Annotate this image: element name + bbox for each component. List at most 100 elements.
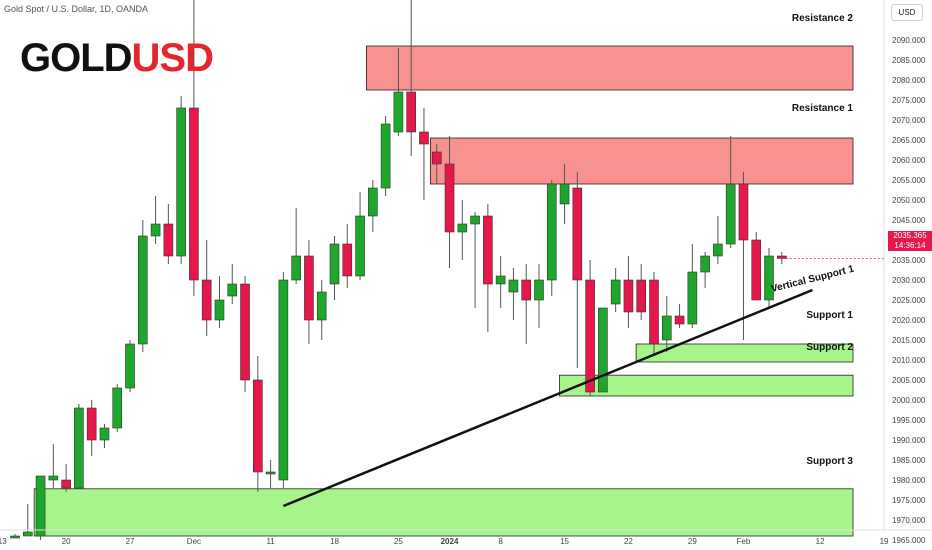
trendline	[282, 288, 813, 508]
symbol-header: Gold Spot / U.S. Dollar, 1D, OANDA	[4, 4, 149, 14]
candle-body	[700, 255, 710, 273]
y-tick-label: 1970.000	[892, 516, 926, 525]
x-tick-label: 13	[0, 537, 7, 546]
candle-body	[610, 279, 621, 305]
x-tick-label: 22	[624, 537, 633, 546]
currency-label[interactable]: USD	[891, 4, 923, 21]
candle-body	[112, 387, 123, 429]
trendline-label: Vertical Support 1	[770, 264, 856, 295]
y-tick-label: 2060.000	[892, 156, 926, 165]
candle-body	[265, 471, 276, 475]
candle-body	[316, 291, 327, 321]
candle-body	[35, 475, 46, 537]
y-tick-label: 2025.000	[892, 296, 926, 305]
y-tick-label: 2015.000	[892, 336, 926, 345]
zone-label: Resistance 1	[792, 103, 854, 114]
candle-body	[687, 271, 698, 325]
candle-body	[163, 223, 174, 257]
x-tick-label: 20	[62, 537, 71, 546]
candle-body	[355, 215, 365, 277]
y-tick-label: 2090.000	[892, 36, 926, 45]
candle-body	[559, 183, 570, 205]
candle-body	[278, 279, 289, 481]
candle-body	[546, 183, 557, 281]
candle-body	[10, 535, 20, 539]
x-tick-label: 2024	[441, 537, 459, 546]
y-tick-label: 1980.000	[892, 476, 926, 485]
candle-body	[99, 427, 110, 441]
candle-body	[764, 255, 774, 301]
y-tick-label: 1985.000	[892, 456, 926, 465]
x-tick-label: 19	[880, 537, 889, 546]
zone-0	[366, 45, 854, 91]
candle-body	[713, 243, 723, 257]
zone-4	[33, 488, 854, 537]
candle-body	[304, 255, 314, 321]
zone-label: Support 1	[806, 310, 853, 321]
y-tick-label: 1975.000	[892, 496, 926, 505]
logo-part-usd: USD	[131, 36, 214, 80]
candle-body	[48, 475, 59, 481]
candle-body	[636, 279, 647, 313]
x-tick-label: 27	[126, 537, 135, 546]
candle-body	[138, 235, 148, 345]
candle-body	[725, 183, 736, 245]
candle-body	[125, 343, 135, 389]
candle-body	[380, 123, 391, 189]
candle-body	[368, 187, 378, 217]
candle-body	[483, 215, 493, 285]
candle-body	[291, 255, 301, 281]
y-tick-label: 1965.000	[892, 536, 926, 545]
candle-body	[623, 279, 634, 313]
x-tick-label: 12	[816, 537, 825, 546]
candle-body	[393, 91, 404, 133]
x-tick-label: 15	[560, 537, 569, 546]
y-tick-label: 2070.000	[892, 116, 926, 125]
candle-body	[240, 283, 250, 381]
candle-body	[738, 183, 749, 241]
candle-body	[495, 275, 506, 285]
candle-body	[521, 279, 532, 301]
candle-body	[419, 131, 429, 145]
logo-part-gold: GOLD	[20, 36, 133, 80]
y-tick-label: 1995.000	[892, 416, 926, 425]
candle-body	[751, 239, 762, 301]
y-tick-label: 2065.000	[892, 136, 926, 145]
candle-body	[329, 243, 340, 285]
bar-countdown: 14:36:14	[894, 241, 926, 250]
zone-3	[559, 374, 854, 397]
y-tick-label: 2050.000	[892, 196, 926, 205]
candle-body	[189, 107, 199, 281]
zone-label: Support 3	[806, 456, 853, 467]
candle-body	[342, 243, 353, 277]
x-tick-label: Feb	[737, 537, 751, 546]
candle-body	[598, 307, 608, 393]
logo: GOLDUSD	[20, 34, 214, 82]
y-tick-label: 2045.000	[892, 216, 926, 225]
zone-label: Support 2	[806, 342, 853, 353]
candle-body	[649, 279, 659, 345]
candle-body	[61, 479, 71, 489]
y-tick-label: 2005.000	[892, 376, 926, 385]
candle-body	[406, 91, 416, 133]
y-tick-label: 2075.000	[892, 96, 926, 105]
candle-body	[176, 107, 186, 257]
candle-body	[214, 299, 225, 321]
y-tick-label: 2080.000	[892, 76, 926, 85]
candle-body	[74, 407, 84, 489]
x-tick-label: 25	[394, 537, 403, 546]
candle-body	[457, 223, 468, 233]
x-tick-label: 8	[498, 537, 503, 546]
y-tick-label: 1990.000	[892, 436, 926, 445]
y-tick-label: 2010.000	[892, 356, 926, 365]
candle-body	[572, 187, 583, 281]
y-tick-label: 2020.000	[892, 316, 926, 325]
y-tick-label: 2000.000	[892, 396, 926, 405]
candle-body	[86, 407, 97, 441]
y-tick-label: 2035.000	[892, 256, 926, 265]
zone-1	[429, 137, 854, 185]
candle-body	[431, 151, 442, 165]
candle-body	[253, 379, 263, 473]
y-tick-label: 2055.000	[892, 176, 926, 185]
